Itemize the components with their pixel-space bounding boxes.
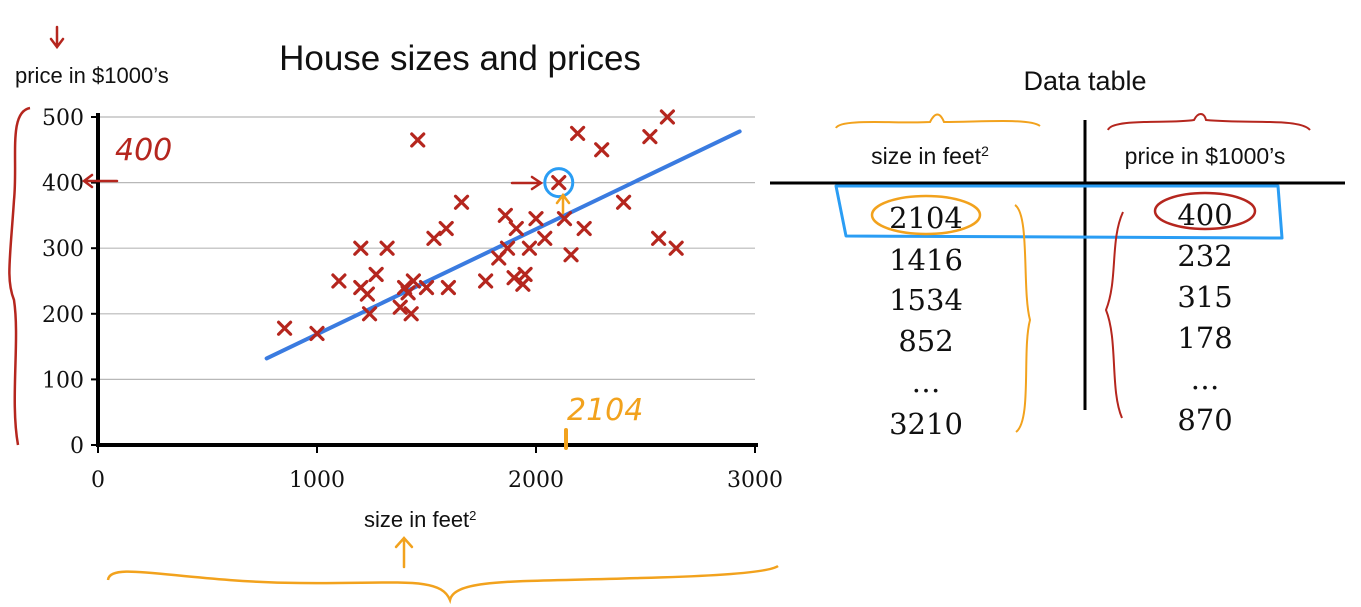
gridlines: [98, 116, 755, 380]
data-point: [440, 279, 456, 296]
data-point: [359, 286, 375, 302]
data-point: [403, 306, 419, 322]
table-header-price: price in $1000’s: [1125, 143, 1286, 169]
data-point: [616, 194, 632, 210]
x-tick-label: 2000: [508, 468, 564, 493]
data-point: [410, 132, 426, 148]
data-point: [361, 306, 378, 322]
y-axis-label: price in $1000’s: [15, 63, 169, 88]
y-tick-label: 200: [42, 303, 84, 328]
col2-header-brace: [1107, 113, 1311, 131]
y-tick-label: 0: [70, 434, 84, 459]
x-axis-brace: [106, 564, 779, 605]
table-cell-price: 400: [1177, 198, 1232, 232]
data-points: [276, 109, 684, 342]
table-cell-price: 870: [1177, 403, 1232, 437]
x-tick-label: 0: [91, 468, 105, 493]
table-cell-size: 3210: [889, 407, 963, 441]
data-point: [309, 325, 325, 342]
data-point: [576, 220, 592, 237]
data-point: [392, 299, 408, 315]
highlight-circle: [543, 167, 575, 199]
data-point: [497, 207, 513, 223]
data-table: Data table size in feet2 price in $1000’…: [770, 66, 1345, 441]
x-value-annotation: 2104: [567, 393, 643, 428]
data-point: [276, 320, 293, 336]
data-point: [668, 240, 684, 256]
highlight-annotations: 400 2104: [8, 25, 779, 605]
y-axis-brace: [8, 106, 31, 446]
data-point: [528, 211, 544, 227]
point-arrow-up: [555, 192, 571, 215]
col1-header-brace: [835, 113, 1041, 129]
table-header-size: size in feet2: [871, 143, 989, 169]
data-point: [563, 247, 579, 263]
y-value-annotation: 400: [115, 133, 172, 168]
data-point: [426, 230, 442, 246]
chart-title: House sizes and prices: [279, 39, 641, 78]
data-point: [594, 142, 610, 158]
data-point: [418, 279, 435, 296]
table-cell-size: 1416: [889, 243, 963, 277]
table-cell-price: …: [1191, 362, 1220, 396]
x-tick-label: 3000: [727, 468, 783, 493]
y-tick-label: 500: [42, 106, 84, 131]
data-point: [368, 266, 384, 283]
y-annotation-arrow-down: [49, 25, 65, 50]
data-point: [353, 240, 369, 256]
data-point: [400, 285, 416, 301]
first-size-circle: [870, 194, 982, 236]
data-point: [499, 240, 516, 256]
data-point: [438, 220, 454, 237]
data-point: [537, 230, 553, 246]
data-point: [331, 273, 347, 289]
table-cell-price: 315: [1177, 280, 1232, 314]
data-point: [659, 109, 675, 125]
x-tick-label: 1000: [289, 468, 345, 493]
table-cell-price: 178: [1177, 321, 1232, 355]
y-tick-label: 300: [42, 237, 84, 262]
y-value-arrow: [81, 173, 119, 189]
table-cell-size: 1534: [889, 283, 963, 317]
table-cell-size: …: [912, 365, 941, 399]
data-point: [508, 220, 524, 237]
first-row-highlight: [834, 184, 1284, 240]
table-title: Data table: [1023, 66, 1146, 96]
data-point: [517, 266, 533, 283]
x-label-arrow-up: [394, 536, 414, 569]
data-point: [521, 240, 538, 256]
price-column-brace: [1104, 211, 1124, 419]
point-arrow-right: [510, 175, 544, 191]
y-tick-label: 100: [42, 368, 84, 393]
axes: [96, 113, 758, 447]
first-price-circle: [1153, 191, 1257, 231]
data-point: [405, 273, 421, 289]
data-point: [556, 211, 573, 227]
y-tick-label: 400: [42, 172, 84, 197]
x-axis-label: size in feet2: [364, 507, 476, 532]
data-point: [478, 273, 494, 289]
x-ticks: 0 1000 2000 3000: [91, 445, 783, 493]
table-cell-size: 852: [898, 324, 953, 358]
data-point: [453, 194, 470, 210]
table-cell-size: 2104: [889, 201, 963, 235]
data-point: [570, 125, 586, 141]
y-ticks: 0 100 200 300 400 500: [42, 106, 98, 459]
data-point: [551, 175, 567, 191]
data-point: [642, 129, 658, 145]
data-point: [651, 230, 667, 246]
data-point: [379, 240, 395, 256]
table-rows: 2104 400 1416 232 1534 315 852 178 … … 3210 870: [889, 198, 1233, 441]
table-cell-price: 232: [1177, 239, 1232, 273]
size-column-brace: [1014, 204, 1032, 433]
